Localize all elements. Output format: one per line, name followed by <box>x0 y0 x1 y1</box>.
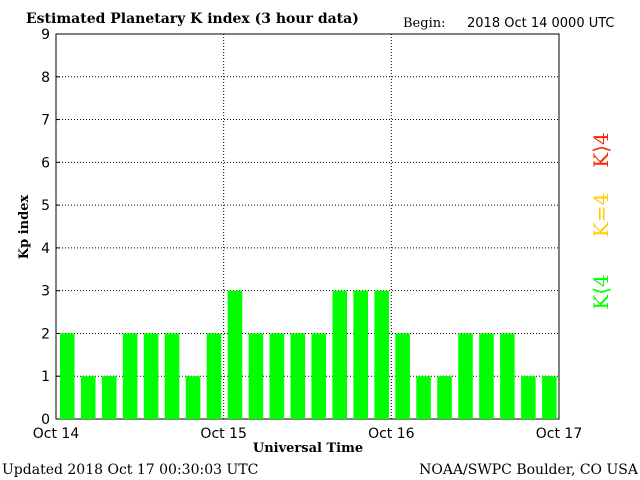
legend-k-greater-4: K⟩4 <box>589 132 613 167</box>
kp-bar <box>332 290 348 419</box>
y-tick-label: 5 <box>41 198 50 214</box>
kp-bar <box>164 333 180 419</box>
kp-bar <box>479 333 494 419</box>
kp-bar <box>60 333 75 419</box>
source-credit: NOAA/SWPC Boulder, CO USA <box>419 462 639 478</box>
y-tick-labels: 0 1 2 3 4 5 6 7 8 9 <box>41 27 50 428</box>
y-axis-title: Kp index <box>17 195 32 260</box>
kp-bar <box>227 290 243 419</box>
plot-frame <box>55 33 560 420</box>
legend-k-equal-4: K=4 <box>589 193 613 237</box>
kp-bar <box>500 333 515 419</box>
legend-k-less-4: K⟨4 <box>589 274 613 309</box>
y-tick-label: 6 <box>41 155 50 171</box>
updated-timestamp: Updated 2018 Oct 17 00:30:03 UTC <box>2 462 258 478</box>
y-tick-label: 4 <box>41 241 50 257</box>
x-tick-label: Oct 14 <box>33 426 80 442</box>
x-tick-labels: Oct 14 Oct 15 Oct 16 Oct 17 <box>33 426 582 442</box>
kp-bar <box>206 333 222 419</box>
begin-label: Begin: <box>403 16 445 31</box>
bars-group <box>60 290 557 419</box>
x-tick-label: Oct 16 <box>368 426 415 442</box>
kp-bar <box>185 376 201 419</box>
kp-bar <box>122 333 138 419</box>
kp-bar <box>521 376 536 419</box>
kp-bar <box>542 376 557 419</box>
kp-bar <box>101 376 117 419</box>
begin-value: 2018 Oct 14 0000 UTC <box>467 16 615 31</box>
kp-bar <box>248 333 264 419</box>
kp-bar <box>290 333 306 419</box>
kp-bar <box>374 290 389 419</box>
y-tick-label: 7 <box>41 113 50 129</box>
y-tick-label: 9 <box>41 27 50 43</box>
y-tick-label: 1 <box>41 369 50 385</box>
y-tick-label: 8 <box>41 70 50 86</box>
kp-bar <box>80 376 96 419</box>
kp-bar <box>143 333 159 419</box>
grid-lines <box>56 33 559 420</box>
chart-title: Estimated Planetary K index (3 hour data… <box>26 11 359 27</box>
y-tick-label: 3 <box>41 284 50 300</box>
y-tick-label: 0 <box>41 412 50 428</box>
kp-bar <box>416 376 431 419</box>
kp-bar <box>437 376 452 419</box>
x-tick-label: Oct 17 <box>536 426 582 442</box>
y-tick-label: 2 <box>41 326 50 342</box>
kp-bar <box>269 333 285 419</box>
kp-bar <box>353 290 368 419</box>
kp-bar <box>311 333 327 419</box>
kp-bar <box>395 333 410 419</box>
x-tick-label: Oct 15 <box>200 426 246 442</box>
kp-bar <box>458 333 473 419</box>
x-axis-title: Universal Time <box>253 441 363 456</box>
